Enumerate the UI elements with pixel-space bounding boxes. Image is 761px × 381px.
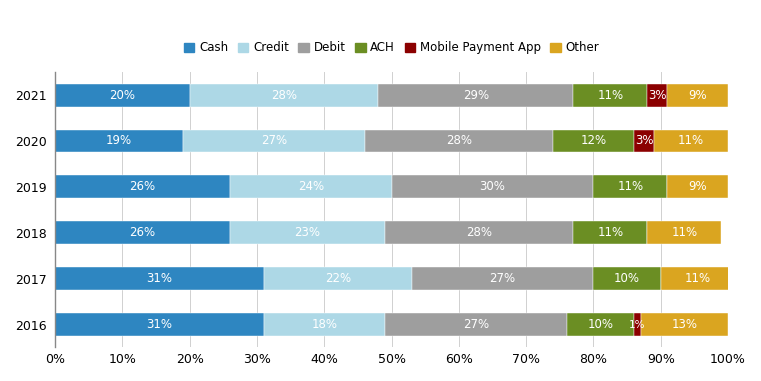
Bar bbox=[553, 130, 634, 152]
Bar bbox=[573, 83, 648, 107]
Text: 20%: 20% bbox=[110, 89, 135, 102]
Bar bbox=[648, 83, 667, 107]
Bar bbox=[573, 221, 648, 244]
Text: 11%: 11% bbox=[678, 134, 704, 147]
Text: 31%: 31% bbox=[146, 272, 173, 285]
Bar bbox=[594, 267, 661, 290]
Text: 29%: 29% bbox=[463, 89, 489, 102]
Bar bbox=[55, 313, 264, 336]
Text: 26%: 26% bbox=[129, 226, 156, 239]
Text: 18%: 18% bbox=[311, 318, 337, 331]
Text: 9%: 9% bbox=[689, 180, 707, 194]
Legend: Cash, Credit, Debit, ACH, Mobile Payment App, Other: Cash, Credit, Debit, ACH, Mobile Payment… bbox=[179, 37, 604, 59]
Text: 10%: 10% bbox=[614, 272, 640, 285]
Text: 26%: 26% bbox=[129, 180, 156, 194]
Bar bbox=[654, 130, 728, 152]
Text: 23%: 23% bbox=[295, 226, 320, 239]
Bar bbox=[55, 175, 230, 199]
Text: 27%: 27% bbox=[489, 272, 516, 285]
Text: 22%: 22% bbox=[325, 272, 351, 285]
Bar bbox=[648, 221, 721, 244]
Text: 13%: 13% bbox=[671, 318, 697, 331]
Bar bbox=[634, 130, 654, 152]
Text: 27%: 27% bbox=[261, 134, 287, 147]
Bar bbox=[641, 313, 728, 336]
Bar bbox=[378, 83, 573, 107]
Text: 30%: 30% bbox=[479, 180, 505, 194]
Text: 11%: 11% bbox=[671, 226, 697, 239]
Bar bbox=[412, 267, 594, 290]
Text: 10%: 10% bbox=[587, 318, 613, 331]
Text: 28%: 28% bbox=[271, 89, 297, 102]
Bar bbox=[55, 267, 264, 290]
Bar bbox=[230, 175, 392, 199]
Text: 11%: 11% bbox=[597, 226, 623, 239]
Bar bbox=[385, 313, 566, 336]
Bar bbox=[55, 130, 183, 152]
Text: 11%: 11% bbox=[617, 180, 644, 194]
Text: 28%: 28% bbox=[466, 226, 492, 239]
Text: 31%: 31% bbox=[146, 318, 173, 331]
Bar bbox=[392, 175, 594, 199]
Text: 9%: 9% bbox=[689, 89, 707, 102]
Bar bbox=[230, 221, 385, 244]
Bar bbox=[661, 267, 735, 290]
Bar bbox=[365, 130, 553, 152]
Text: 1%: 1% bbox=[629, 320, 645, 330]
Bar bbox=[594, 175, 667, 199]
Bar bbox=[264, 267, 412, 290]
Text: 12%: 12% bbox=[581, 134, 607, 147]
Text: 11%: 11% bbox=[597, 89, 623, 102]
Bar bbox=[385, 221, 573, 244]
Text: 24%: 24% bbox=[298, 180, 324, 194]
Bar bbox=[566, 313, 634, 336]
Text: 27%: 27% bbox=[463, 318, 489, 331]
Bar bbox=[634, 313, 641, 336]
Bar bbox=[667, 175, 728, 199]
Bar bbox=[55, 221, 230, 244]
Bar bbox=[55, 83, 189, 107]
Text: 3%: 3% bbox=[648, 89, 667, 102]
Bar bbox=[189, 83, 378, 107]
Text: 28%: 28% bbox=[446, 134, 472, 147]
Bar bbox=[264, 313, 385, 336]
Text: 11%: 11% bbox=[685, 272, 711, 285]
Bar bbox=[183, 130, 365, 152]
Text: 19%: 19% bbox=[106, 134, 132, 147]
Text: 3%: 3% bbox=[635, 134, 653, 147]
Bar bbox=[667, 83, 728, 107]
